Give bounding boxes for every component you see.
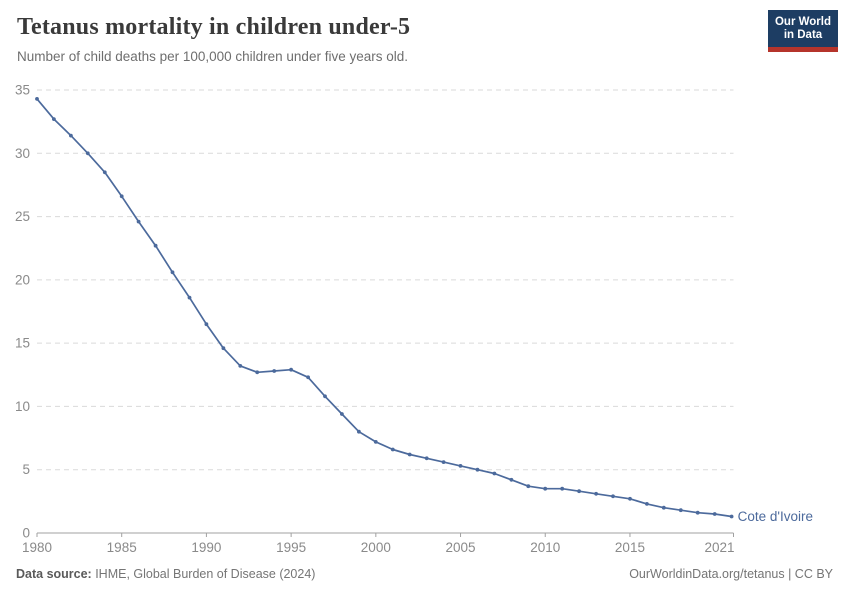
data-source: Data source: IHME, Global Burden of Dise… — [16, 567, 315, 581]
y-tick-label: 10 — [15, 399, 30, 414]
logo-line1: Our World — [774, 15, 831, 28]
data-line[interactable] — [36, 98, 733, 518]
y-tick-label: 15 — [15, 336, 30, 351]
data-point[interactable] — [492, 471, 497, 476]
chart-subtitle: Number of child deaths per 100,000 child… — [17, 49, 408, 64]
data-point[interactable] — [628, 496, 632, 501]
data-point[interactable] — [52, 117, 56, 121]
data-point[interactable] — [357, 429, 361, 434]
data-point[interactable] — [373, 440, 378, 444]
entity-label[interactable]: Cote d'Ivoire — [738, 509, 813, 524]
page-title: Tetanus mortality in children under-5 — [17, 14, 411, 40]
logo-line2: in Data — [783, 28, 823, 41]
data-point[interactable] — [340, 412, 344, 416]
data-point[interactable] — [85, 151, 90, 156]
data-point[interactable] — [611, 494, 615, 499]
data-point[interactable] — [441, 460, 446, 464]
y-tick-label: 5 — [22, 462, 30, 477]
data-source-label: Data source: — [16, 567, 92, 581]
data-point[interactable] — [678, 508, 683, 513]
data-point[interactable] — [543, 486, 548, 491]
data-point[interactable] — [69, 133, 73, 138]
x-tick-label: 1990 — [191, 540, 221, 555]
data-point[interactable] — [35, 97, 39, 101]
owid-logo[interactable]: Our World in Data — [768, 10, 838, 52]
data-point[interactable] — [153, 243, 158, 248]
data-source-text: IHME, Global Burden of Disease (2024) — [91, 567, 316, 581]
x-tick-label: 1980 — [22, 540, 52, 555]
x-tick-label: 2021 — [704, 540, 734, 555]
y-tick-label: 0 — [22, 526, 30, 541]
y-tick-label: 35 — [15, 83, 30, 98]
data-point[interactable] — [289, 367, 293, 372]
x-tick-label: 1995 — [276, 540, 306, 555]
data-point[interactable] — [119, 194, 124, 199]
data-point[interactable] — [661, 505, 666, 510]
y-tick-label: 20 — [15, 272, 30, 287]
data-point[interactable] — [390, 447, 395, 452]
data-point[interactable] — [170, 270, 175, 275]
data-point[interactable] — [594, 491, 598, 496]
data-point[interactable] — [238, 364, 243, 368]
data-point[interactable] — [526, 484, 531, 489]
data-point[interactable] — [272, 369, 277, 373]
x-tick-label: 2015 — [615, 540, 645, 555]
data-point[interactable] — [712, 512, 717, 516]
x-tick-label: 1985 — [107, 540, 137, 555]
data-point[interactable] — [204, 322, 209, 327]
data-point[interactable] — [645, 502, 649, 506]
x-tick-label: 2010 — [530, 540, 560, 555]
x-tick-label: 2005 — [446, 540, 476, 555]
data-point[interactable] — [475, 467, 480, 472]
data-point[interactable] — [255, 370, 260, 375]
data-point[interactable] — [221, 346, 226, 351]
data-point[interactable] — [136, 219, 141, 224]
y-tick-label: 25 — [15, 209, 30, 224]
data-point[interactable] — [323, 394, 327, 399]
y-tick-label: 30 — [15, 146, 30, 161]
data-point[interactable] — [560, 486, 565, 491]
footer-link: OurWorldinData.org/tetanus | CC BY — [629, 567, 833, 581]
data-point[interactable] — [102, 170, 107, 175]
data-point[interactable] — [424, 456, 429, 461]
data-point[interactable] — [695, 510, 700, 515]
data-point[interactable] — [407, 452, 412, 457]
chart-footer: Data source: IHME, Global Burden of Dise… — [16, 567, 833, 581]
data-point[interactable] — [509, 477, 514, 482]
data-point[interactable] — [187, 295, 192, 300]
data-point[interactable] — [458, 464, 463, 468]
x-tick-label: 2000 — [361, 540, 391, 555]
data-point[interactable] — [729, 514, 734, 519]
data-point[interactable] — [577, 489, 581, 494]
data-point[interactable] — [306, 375, 310, 380]
